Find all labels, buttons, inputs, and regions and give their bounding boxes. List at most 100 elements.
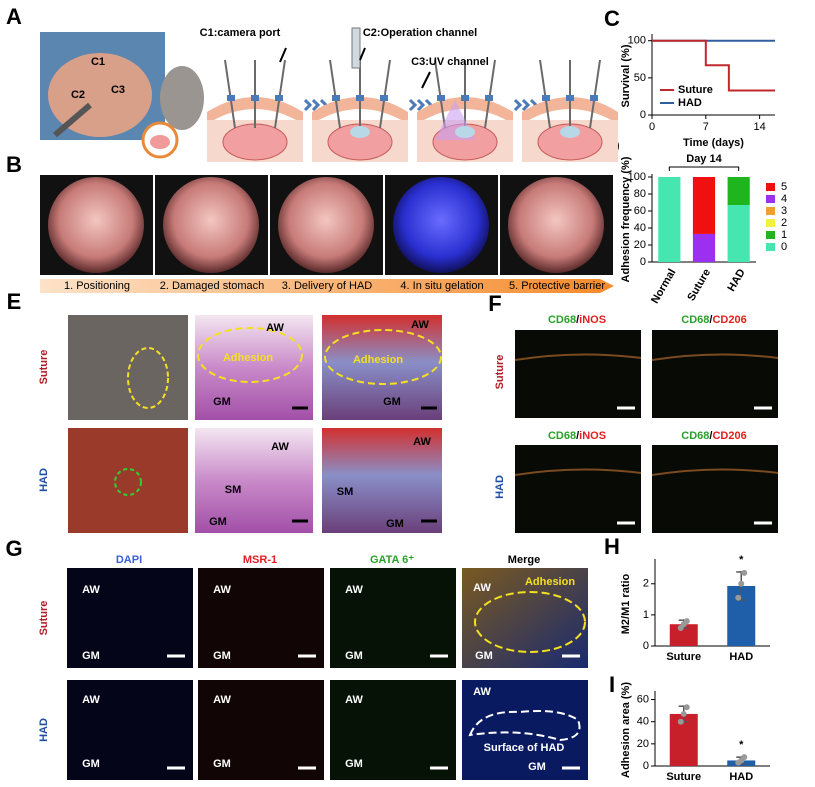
y-tick-label: 40 bbox=[637, 716, 649, 728]
trocar bbox=[542, 95, 550, 101]
image-annotation: SM bbox=[337, 486, 354, 498]
if-image bbox=[515, 445, 641, 533]
annotation: Day 14 bbox=[686, 153, 722, 165]
he-section bbox=[195, 428, 313, 533]
annotation-bracket bbox=[668, 166, 740, 171]
trocar bbox=[380, 95, 388, 101]
data-point bbox=[738, 580, 745, 587]
x-tick-label: HAD bbox=[729, 651, 753, 663]
y-axis-label: Adhesion frequency (%) bbox=[620, 156, 632, 282]
he-section bbox=[195, 315, 313, 420]
x-tick-label: Suture bbox=[685, 267, 713, 303]
trocar bbox=[227, 95, 235, 101]
tissue-edge bbox=[651, 468, 779, 476]
x-tick-label: 0 bbox=[649, 121, 655, 133]
if-image bbox=[652, 445, 778, 533]
legend-label: 5 bbox=[781, 181, 787, 193]
legend-label: 3 bbox=[781, 205, 787, 217]
gross-photo bbox=[68, 315, 188, 420]
row-label: HAD bbox=[38, 718, 50, 742]
adhesion-outline bbox=[474, 591, 586, 653]
had-surface-outline bbox=[468, 710, 581, 742]
adhesion-outline bbox=[197, 327, 303, 383]
panel-letter: B bbox=[6, 152, 22, 177]
legend-swatch bbox=[766, 195, 775, 203]
legend-swatch bbox=[766, 243, 775, 251]
y-tick-label: 20 bbox=[634, 239, 646, 251]
x-tick-label: 7 bbox=[703, 121, 709, 133]
stain-header: CD68/CD206 bbox=[681, 430, 746, 442]
marker-sep: / bbox=[709, 430, 712, 442]
endoscopy-view bbox=[393, 177, 489, 273]
instrument bbox=[329, 59, 341, 129]
image-annotation: AW bbox=[82, 584, 100, 596]
bar bbox=[669, 713, 698, 766]
gross-photo bbox=[68, 428, 188, 533]
x-axis-label: Time (days) bbox=[683, 137, 744, 149]
if-image bbox=[198, 568, 324, 668]
y-axis-label: M2/M1 ratio bbox=[620, 573, 632, 634]
legend-swatch bbox=[766, 219, 775, 227]
channel-label: C1:camera port bbox=[200, 27, 281, 39]
y-tick-label: 50 bbox=[634, 72, 646, 84]
photo-label: C1 bbox=[91, 56, 105, 68]
bar-segment bbox=[727, 177, 750, 206]
panel-letter: A bbox=[6, 4, 22, 29]
if-image bbox=[330, 568, 456, 668]
step-label: 5. Protective barrier bbox=[509, 280, 605, 292]
image-annotation: GM bbox=[82, 758, 100, 770]
tissue-edge bbox=[514, 468, 642, 476]
data-point bbox=[677, 718, 684, 725]
channel-header: MSR-1 bbox=[243, 554, 277, 566]
image-annotation: GM bbox=[82, 650, 100, 662]
marker-green: CD68 bbox=[548, 430, 576, 442]
channel-label: C3:UV channel bbox=[411, 56, 489, 68]
step-label: 3. Delivery of HAD bbox=[282, 280, 373, 292]
chevron bbox=[513, 98, 523, 112]
x-tick-label: Normal bbox=[649, 267, 678, 306]
syringe bbox=[351, 27, 361, 69]
legend-label: 1 bbox=[781, 229, 787, 241]
image-annotation: AW bbox=[271, 441, 289, 453]
instrument bbox=[379, 59, 391, 129]
marker-red: CD206 bbox=[712, 430, 746, 442]
trocar bbox=[485, 95, 493, 101]
marker-red: iNOS bbox=[579, 430, 606, 442]
if-image bbox=[330, 680, 456, 780]
bar-segment bbox=[692, 177, 716, 234]
instrument bbox=[434, 59, 446, 129]
image-annotation: AW bbox=[345, 584, 363, 596]
masson-section bbox=[322, 428, 442, 533]
legend-label: 0 bbox=[781, 241, 787, 253]
channel-label: C2:Operation channel bbox=[363, 27, 477, 39]
y-tick-label: 60 bbox=[634, 205, 646, 217]
y-tick-label: 100 bbox=[628, 171, 646, 183]
legend-swatch bbox=[766, 231, 775, 239]
image-annotation: AW bbox=[411, 319, 429, 331]
legend-label: 4 bbox=[781, 193, 787, 205]
image-annotation: GM bbox=[475, 650, 493, 662]
trocar bbox=[332, 95, 340, 101]
y-tick-label: 0 bbox=[640, 256, 646, 268]
legend-swatch bbox=[766, 207, 775, 215]
y-axis-label: Adhesion area (%) bbox=[620, 682, 632, 778]
image-annotation: AW bbox=[413, 436, 431, 448]
instrument bbox=[539, 59, 551, 129]
survival-line bbox=[652, 39, 775, 92]
callout-arrow bbox=[279, 47, 287, 63]
image-annotation: GM bbox=[528, 761, 546, 773]
rabbit bbox=[160, 66, 204, 130]
endoscopy-view bbox=[508, 177, 604, 273]
instrument bbox=[224, 59, 236, 129]
image-annotation: Adhesion bbox=[525, 576, 575, 588]
if-image bbox=[198, 680, 324, 780]
y-tick-label: 1 bbox=[643, 609, 649, 621]
marker-red: iNOS bbox=[579, 314, 606, 326]
trocar bbox=[461, 95, 469, 101]
bar-segment bbox=[658, 177, 681, 262]
trocar bbox=[251, 95, 259, 101]
x-tick-label: HAD bbox=[729, 771, 753, 783]
image-annotation: AW bbox=[213, 694, 231, 706]
endoscopy-view bbox=[278, 177, 374, 273]
